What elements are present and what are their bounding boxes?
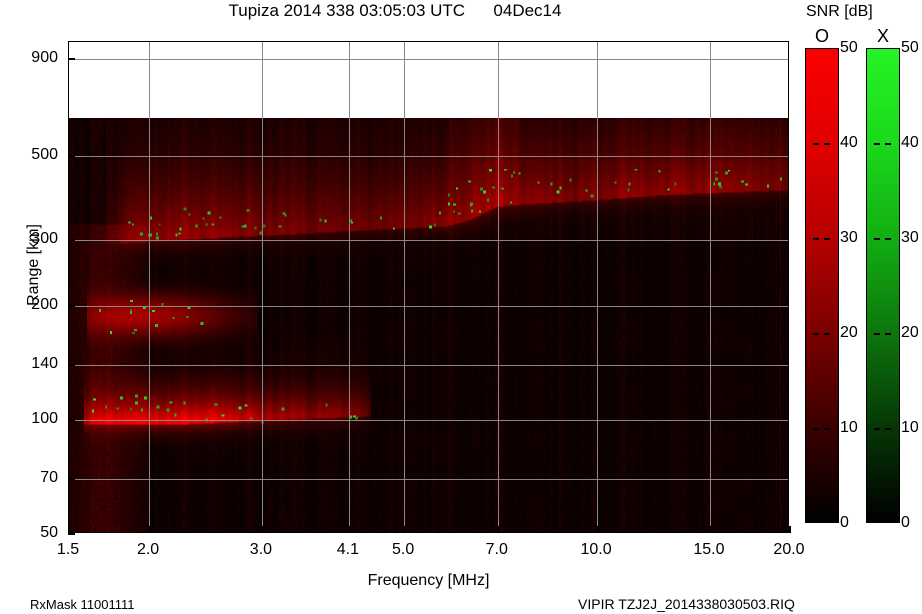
colorbar-tick-dash	[813, 333, 831, 335]
y-tick-label: 70	[40, 468, 58, 486]
y-tick-mark	[68, 305, 75, 307]
x-tick-label: 3.0	[249, 541, 273, 558]
gridline-horizontal	[69, 479, 788, 480]
colorbar-o-tick-label: 0	[840, 514, 849, 531]
colorbar-title: SNR [dB]	[806, 3, 873, 20]
x-tick-label: 10.0	[580, 541, 612, 558]
colorbar-o-mode-label: O	[814, 26, 829, 46]
colorbar-tick-dash	[813, 143, 831, 145]
y-tick-label: 500	[31, 145, 58, 163]
gridline-vertical	[498, 42, 499, 532]
y-tick-mark	[68, 239, 75, 241]
gridline-horizontal	[69, 365, 788, 366]
colorbar-tick-dash	[874, 238, 892, 240]
ionogram-canvas	[69, 118, 788, 532]
y-tick-label: 140	[31, 354, 58, 372]
y-tick-mark	[68, 364, 75, 366]
x-tick-label: 5.0	[392, 541, 415, 558]
colorbar-o-tick-label: 50	[840, 39, 858, 56]
colorbar-o-tick-label: 40	[840, 134, 858, 151]
x-tick-mark	[709, 526, 711, 533]
colorbar-o-mode	[805, 48, 839, 523]
y-tick-mark	[68, 533, 75, 535]
rxmask-label: RxMask 11001111	[30, 597, 135, 612]
gridline-vertical	[349, 42, 350, 532]
x-tick-mark	[261, 526, 263, 533]
gridline-vertical	[597, 42, 598, 532]
y-tick-mark	[68, 155, 75, 157]
y-tick-label: 200	[31, 296, 58, 314]
gridline-horizontal	[69, 59, 788, 60]
x-tick-mark	[789, 526, 791, 533]
y-tick-mark	[68, 419, 75, 421]
colorbar-x-tick-label: 50	[901, 39, 919, 56]
x-axis-label: Frequency [MHz]	[367, 572, 490, 589]
colorbar-tick-dash	[874, 143, 892, 145]
gridline-vertical	[149, 42, 150, 532]
x-tick-mark	[497, 526, 499, 533]
x-tick-mark	[348, 526, 350, 533]
colorbar-x-tick-label: 40	[901, 134, 919, 151]
colorbar-tick-dash	[874, 428, 892, 430]
gridline-horizontal	[69, 156, 788, 157]
colorbar-x-tick-label: 30	[901, 229, 919, 246]
y-tick-label: 900	[31, 49, 58, 67]
y-tick-mark	[68, 58, 75, 60]
x-tick-label: 2.0	[136, 541, 160, 558]
colorbar-x-tick-label: 0	[901, 514, 910, 531]
y-axis-label: Range [km]	[25, 224, 42, 306]
x-tick-label: 1.5	[56, 541, 80, 558]
x-tick-label: 7.0	[485, 541, 508, 558]
y-tick-mark	[68, 478, 75, 480]
y-tick-label: 50	[40, 524, 58, 541]
colorbar-o-tick-label: 10	[840, 419, 858, 436]
gridline-horizontal	[69, 306, 788, 307]
gridline-vertical	[710, 42, 711, 532]
colorbar-x-tick-label: 10	[901, 419, 919, 436]
x-tick-label: 4.1	[336, 541, 359, 558]
source-file-label: VIPIR TZJ2J_2014338030503.RIQ	[578, 596, 795, 612]
x-tick-mark	[68, 526, 70, 533]
gridline-horizontal	[69, 420, 788, 421]
gridline-vertical	[262, 42, 263, 532]
ionogram-plot	[68, 41, 789, 533]
y-tick-label: 300	[31, 229, 58, 247]
gridline-horizontal	[69, 240, 788, 241]
ionogram-raster	[69, 118, 788, 532]
colorbar-x-tick-label: 20	[901, 324, 919, 341]
colorbar-x-mode	[866, 48, 900, 523]
colorbar-x-mode-label: X	[876, 26, 889, 46]
y-tick-label: 100	[31, 410, 58, 428]
x-tick-label: 20.0	[773, 541, 805, 558]
x-tick-mark	[403, 526, 405, 533]
page-title: Tupiza 2014 338 03:05:03 UTC 04Dec14	[228, 1, 562, 20]
x-tick-label: 15.0	[693, 541, 725, 558]
gridline-vertical	[404, 42, 405, 532]
colorbar-tick-dash	[813, 238, 831, 240]
x-tick-mark	[148, 526, 150, 533]
colorbar-o-tick-label: 20	[840, 324, 858, 341]
colorbar-tick-dash	[813, 428, 831, 430]
colorbar-tick-dash	[874, 333, 892, 335]
colorbar-o-tick-label: 30	[840, 229, 858, 246]
x-tick-mark	[596, 526, 598, 533]
